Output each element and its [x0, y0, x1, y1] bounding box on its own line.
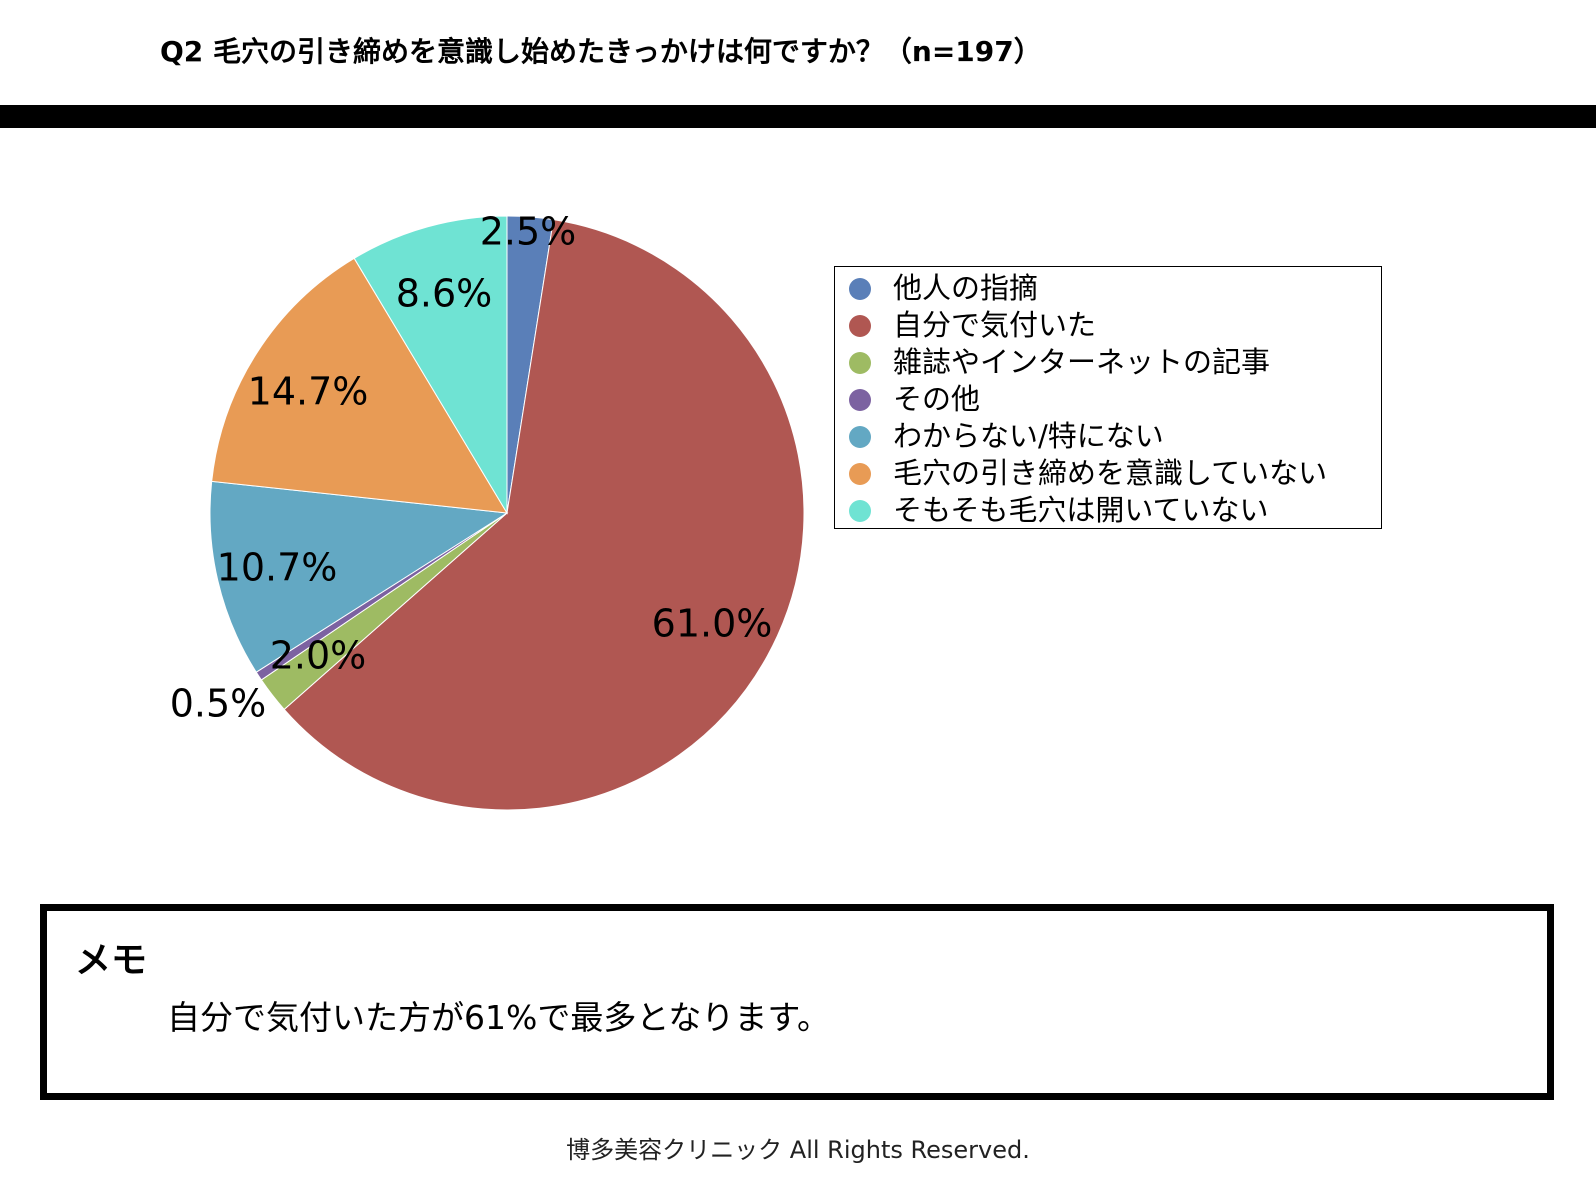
legend-item: 他人の指摘 [849, 270, 1381, 307]
pie-slice [353, 215, 508, 515]
slice-data-label: 61.0% [652, 602, 773, 646]
slice-data-label: 10.7% [217, 546, 338, 590]
legend-label: 毛穴の引き締めを意識していない [893, 456, 1328, 490]
legend-label: 自分で気付いた [893, 308, 1097, 342]
legend-item: そもそも毛穴は開いていない [849, 492, 1381, 529]
slice-data-label: 2.5% [480, 210, 577, 254]
legend-color-dot [849, 425, 871, 448]
legend-item: わからない/特にない [849, 418, 1381, 455]
slice-data-label: 0.5% [170, 682, 267, 726]
pie-slice [209, 480, 509, 673]
chart-legend: 他人の指摘 自分で気付いた 雑誌やインターネットの記事 その他 わからない/特にない 毛穴… [834, 266, 1382, 529]
memo-box: メモ 自分で気付いた方が61%で最多となります。 [40, 904, 1554, 1100]
legend-label: 他人の指摘 [893, 271, 1039, 305]
legend-color-dot [849, 462, 871, 485]
slice-data-label: 8.6% [396, 272, 493, 316]
legend-label: そもそも毛穴は開いていない [893, 493, 1269, 527]
legend-color-dot [849, 351, 871, 374]
title-divider-bar [0, 105, 1596, 128]
legend-color-dot [849, 388, 871, 411]
memo-text: 自分で気付いた方が61%で最多となります。 [167, 998, 831, 1037]
legend-item: その他 [849, 381, 1381, 418]
legend-label: わからない/特にない [893, 419, 1164, 453]
pie-slice [211, 257, 508, 514]
legend-label: その他 [893, 382, 981, 416]
pie-slice [283, 219, 805, 811]
legend-item: 自分で気付いた [849, 307, 1381, 344]
footer-copyright: 博多美容クリニック All Rights Reserved. [566, 1136, 1030, 1164]
legend-color-dot [849, 277, 871, 300]
chart-title: Q2 毛穴の引き締めを意識し始めたきっかけは何ですか？（n=197） [160, 35, 1042, 68]
memo-title: メモ [75, 940, 148, 981]
pie-chart: 2.5% 61.0% 2.0%0.5% 10.7% 14.7% 8.6% [170, 210, 805, 811]
legend-item: 雑誌やインターネットの記事 [849, 344, 1381, 381]
slice-data-label: 2.0% [270, 634, 367, 678]
legend-label: 雑誌やインターネットの記事 [893, 345, 1271, 379]
slice-data-label: 14.7% [248, 370, 369, 414]
legend-item: 毛穴の引き締めを意識していない [849, 455, 1381, 492]
legend-color-dot [849, 314, 871, 337]
legend-color-dot [849, 499, 871, 522]
